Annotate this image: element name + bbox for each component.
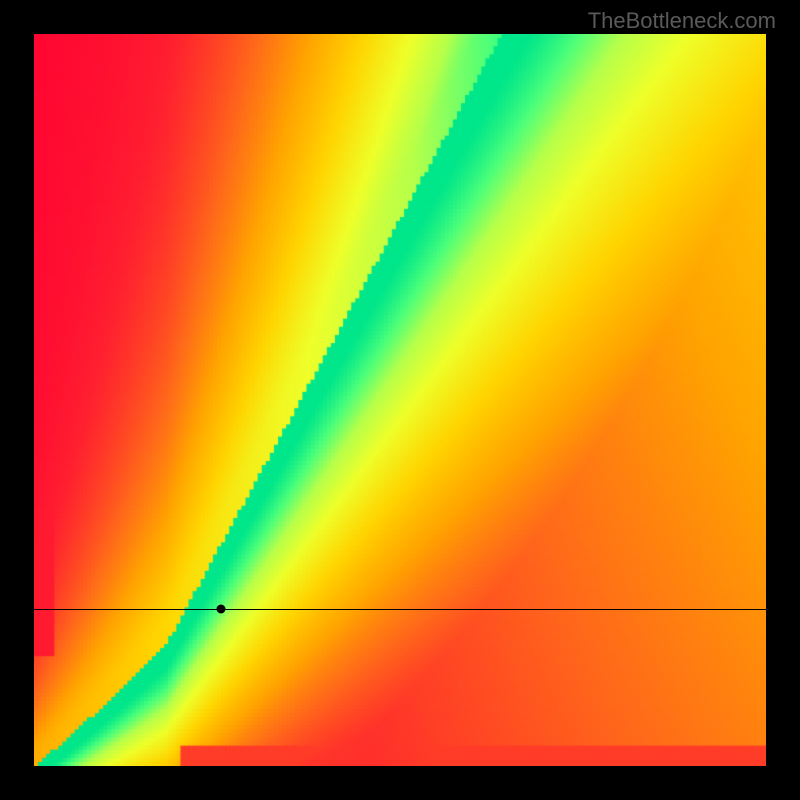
data-point-marker <box>216 604 225 613</box>
watermark-text: TheBottleneck.com <box>588 8 776 34</box>
chart-container: TheBottleneck.com <box>0 0 800 800</box>
heatmap-plot <box>34 34 766 766</box>
heatmap-canvas <box>34 34 766 766</box>
crosshair-vertical <box>221 766 222 800</box>
crosshair-horizontal <box>34 609 766 610</box>
